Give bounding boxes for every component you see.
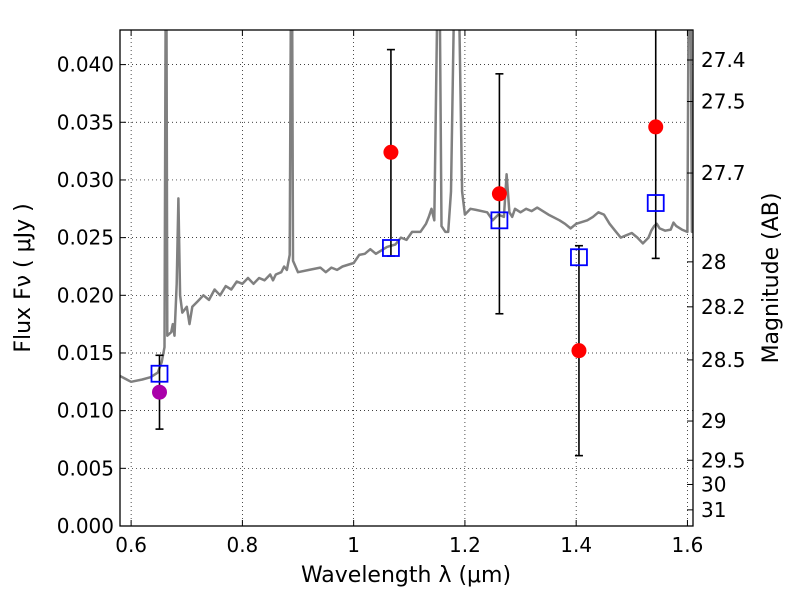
axes: 0.6 0.8 1 1.2 1.4 1.6 0.000 0.005 0.010 0.015 0.02… bbox=[57, 30, 746, 557]
model-photometry-square bbox=[150, 364, 169, 383]
y-tick-label: 0.000 bbox=[57, 514, 114, 538]
observed-point bbox=[383, 144, 399, 160]
y2-tick-label: 28.2 bbox=[701, 295, 746, 319]
model-photometry-square bbox=[646, 194, 665, 212]
plot-frame bbox=[119, 29, 694, 527]
y2-tick-label: 29.5 bbox=[701, 448, 746, 472]
y2-tick-label: 28.5 bbox=[701, 348, 746, 372]
x-tick-label: 1 bbox=[347, 533, 360, 557]
y2-tick-label: 28 bbox=[701, 250, 726, 274]
x-axis-label: Wavelength λ (μm) bbox=[301, 563, 511, 588]
y2-tick-label: 30 bbox=[701, 472, 726, 496]
grid-lines bbox=[120, 30, 693, 527]
y2-tick-label: 29 bbox=[701, 409, 726, 433]
observed-point bbox=[571, 343, 587, 359]
x-tick-label: 1.2 bbox=[449, 533, 481, 557]
y2-tick-label: 27.7 bbox=[701, 161, 746, 185]
x-tick-label: 1.6 bbox=[672, 533, 704, 557]
y2-tick-label: 27.4 bbox=[701, 48, 746, 72]
y-tick-label: 0.020 bbox=[57, 283, 114, 307]
observed-point bbox=[648, 119, 664, 135]
y-tick-label: 0.030 bbox=[57, 168, 114, 192]
y-tick-label: 0.025 bbox=[57, 226, 114, 250]
y-tick-label: 0.035 bbox=[57, 110, 114, 134]
model-photometry-square bbox=[382, 239, 400, 257]
y2-tick-label: 31 bbox=[701, 498, 726, 522]
y-tick-label: 0.040 bbox=[57, 53, 114, 77]
x-tick-label: 1.4 bbox=[560, 533, 592, 557]
observed-point bbox=[491, 186, 507, 202]
x-tick-label: 0.6 bbox=[115, 533, 147, 557]
plot-area bbox=[120, 30, 693, 457]
observed-point bbox=[151, 384, 167, 400]
x-tick-label: 0.8 bbox=[226, 533, 258, 557]
y-tick-label: 0.010 bbox=[57, 399, 114, 423]
y-tick-label: 0.005 bbox=[57, 456, 114, 480]
y-axis-label: Flux Fν ( μJy ) bbox=[11, 203, 36, 352]
model-spectrum-line bbox=[120, 30, 693, 384]
y2-tick-label: 27.5 bbox=[701, 90, 746, 114]
model-photometry-square bbox=[570, 248, 588, 267]
y2-axis-label: Magnitude (AB) bbox=[759, 193, 784, 364]
model-photometry-square bbox=[490, 211, 509, 230]
y-tick-label: 0.015 bbox=[57, 341, 114, 365]
